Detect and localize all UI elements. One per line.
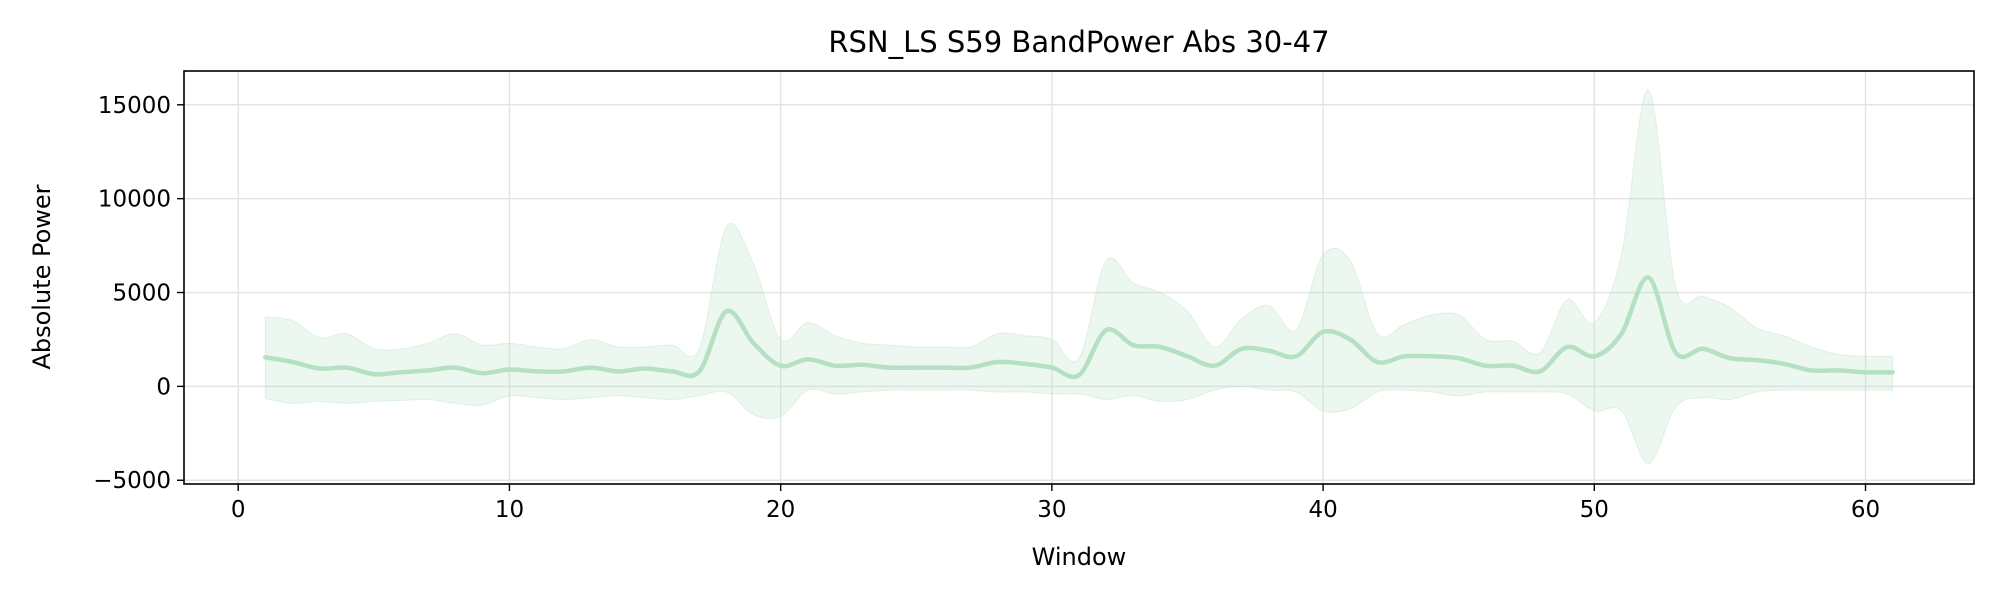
y-tick-label: 5000 [112, 281, 171, 307]
x-tick-label: 30 [1037, 497, 1066, 523]
x-tick-label: 0 [231, 497, 246, 523]
mean-line-layer [263, 275, 1895, 380]
mean-line [263, 275, 1895, 380]
plot-frame [183, 70, 1975, 485]
y-axis-label: Absolute Power [28, 184, 56, 369]
x-tick-label: 40 [1308, 497, 1337, 523]
grid [184, 71, 1974, 484]
x-tick-label: 10 [495, 497, 524, 523]
chart-title: RSN_LS S59 BandPower Abs 30-47 [828, 25, 1329, 59]
y-tick-label: 0 [156, 374, 171, 400]
x-tick-label: 20 [766, 497, 795, 523]
x-tick-label: 50 [1580, 497, 1609, 523]
y-tick-label: 10000 [98, 187, 171, 213]
y-tick-label: −5000 [93, 468, 171, 494]
y-tick-label: 15000 [98, 93, 171, 119]
y-axis-ticks: −5000 0 5000 10000 15000 [93, 93, 184, 494]
x-axis-label: Window [1032, 543, 1127, 571]
x-axis-ticks: 0 10 20 30 40 50 60 [231, 484, 1880, 523]
x-tick-label: 60 [1851, 497, 1880, 523]
